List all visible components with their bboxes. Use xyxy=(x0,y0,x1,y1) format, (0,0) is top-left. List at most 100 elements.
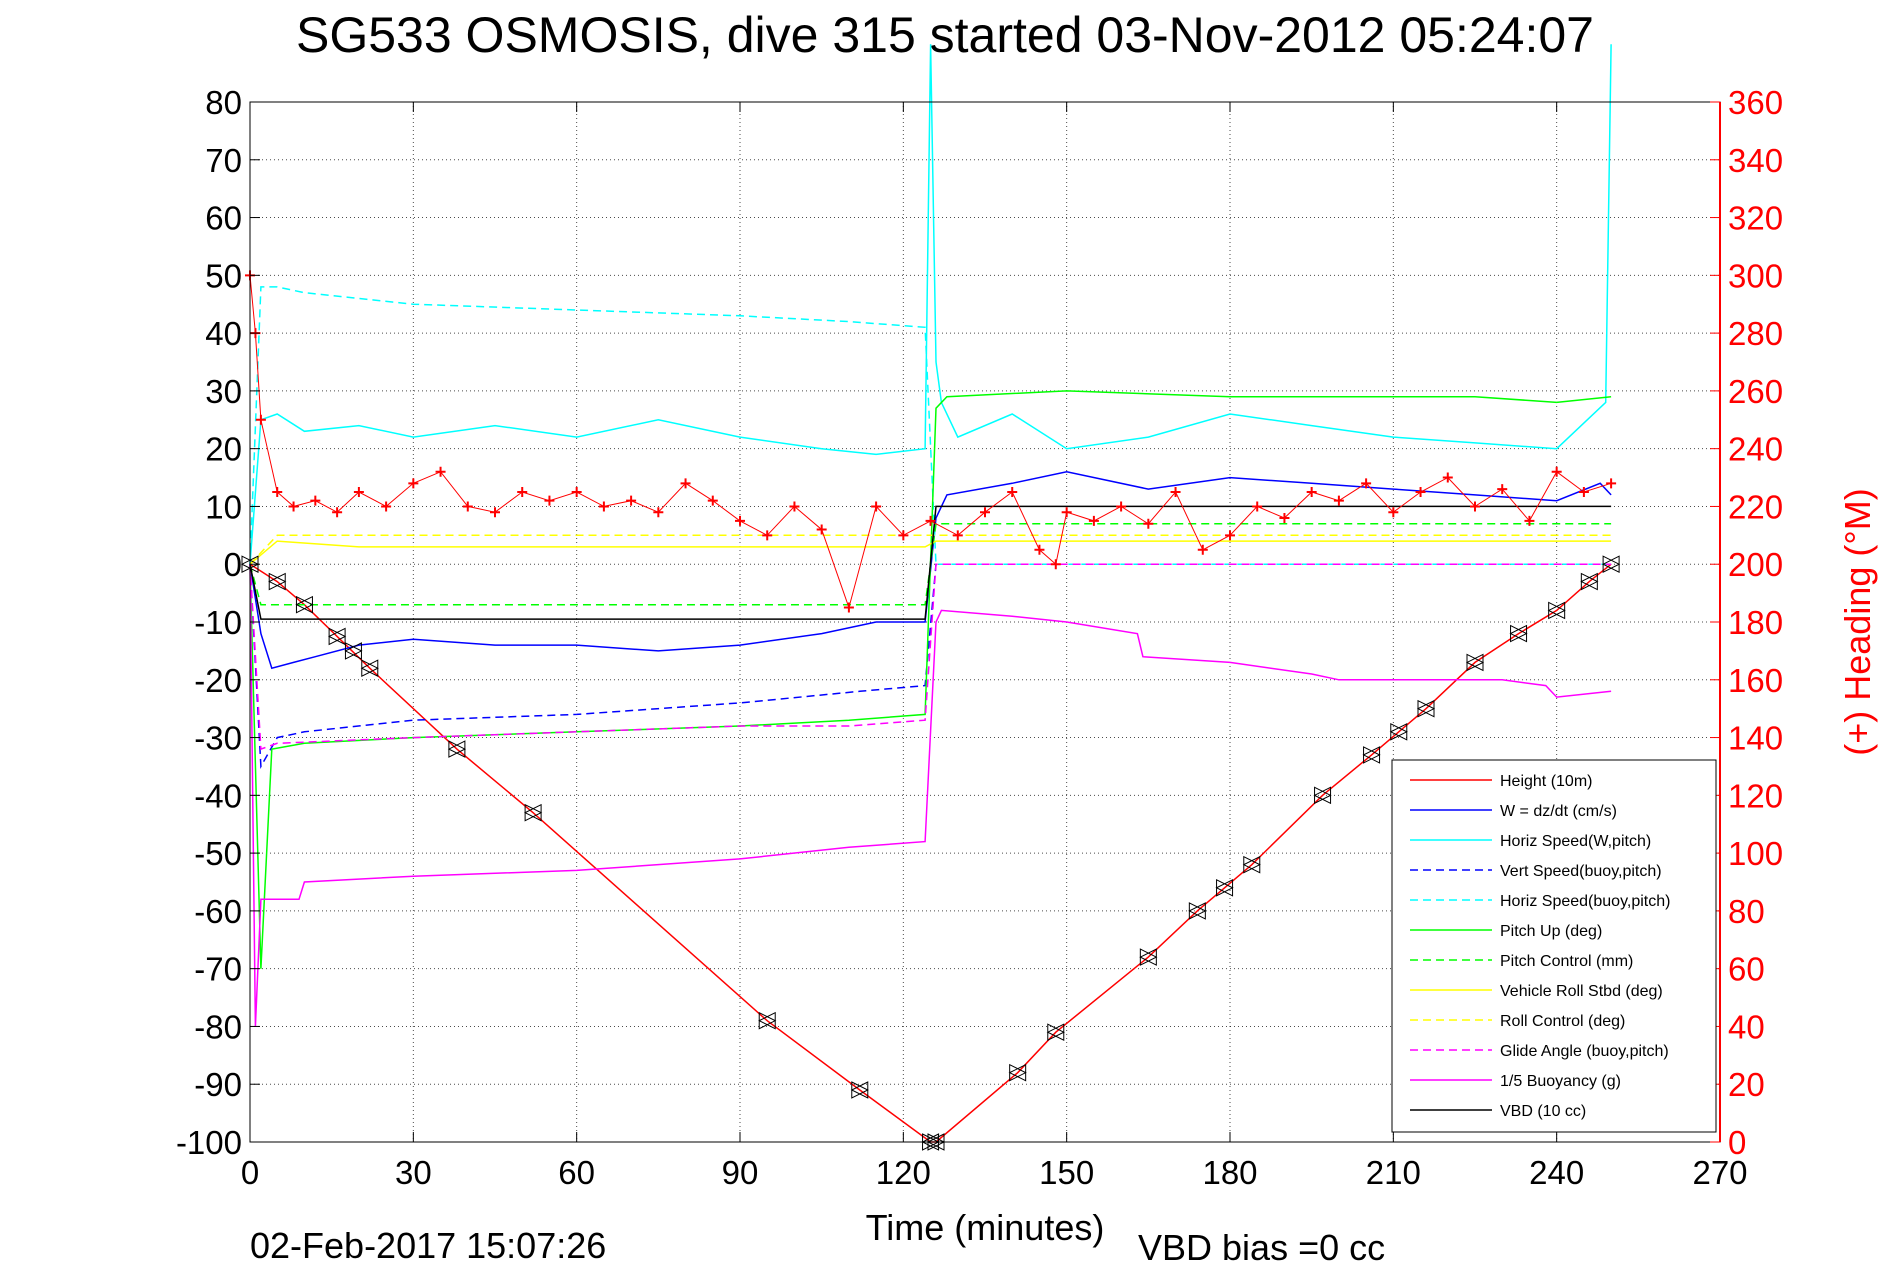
x-tick-label: 240 xyxy=(1529,1154,1584,1191)
legend-label: Vehicle Roll Stbd (deg) xyxy=(1500,983,1663,1000)
series-line-9 xyxy=(249,563,1612,751)
heading-point xyxy=(762,530,773,541)
heading-point xyxy=(1306,487,1317,497)
heading-point xyxy=(272,487,283,497)
heading-point xyxy=(571,487,582,497)
legend-box xyxy=(1391,759,1717,1133)
legend-label: Horiz Speed(buoy,pitch) xyxy=(1500,893,1670,910)
y2-tick-label: 300 xyxy=(1728,257,1783,294)
y-tick-label: 70 xyxy=(205,142,242,179)
heading-point xyxy=(598,501,609,512)
heading-point xyxy=(381,501,392,512)
x-tick-label: 30 xyxy=(395,1154,432,1191)
height-marker xyxy=(1580,572,1599,591)
heading-point xyxy=(408,478,419,489)
heading-point xyxy=(544,495,555,506)
heading-point xyxy=(1470,501,1480,512)
y-tick-label: 0 xyxy=(224,546,242,583)
height-marker xyxy=(1465,653,1485,672)
y-tick-label: -80 xyxy=(194,1008,242,1045)
y2-tick-label: 60 xyxy=(1728,951,1765,988)
heading-point xyxy=(435,466,446,477)
y-tick-label: 60 xyxy=(205,200,242,237)
legend-label: Roll Control (deg) xyxy=(1500,1013,1625,1030)
height-marker xyxy=(1389,722,1408,741)
heading-point xyxy=(1279,513,1290,523)
heading-point xyxy=(1116,501,1127,512)
series-line-11 xyxy=(249,505,1612,620)
timestamp-label: 02-Feb-2017 15:07:26 xyxy=(250,1225,606,1262)
heading-point xyxy=(462,501,473,512)
y-tick-label: -70 xyxy=(194,951,242,988)
legend-label: Height (10m) xyxy=(1500,773,1592,790)
series-line-3 xyxy=(249,563,1612,770)
legend-label: VBD (10 cc) xyxy=(1500,1103,1586,1120)
heading-point xyxy=(925,515,936,526)
y-tick-label: 20 xyxy=(205,431,242,468)
heading-point xyxy=(1524,515,1535,526)
heading-point xyxy=(1034,544,1045,555)
x-axis-label: Time (minutes) xyxy=(866,1207,1105,1248)
heading-point xyxy=(1252,501,1263,512)
legend-label: 1/5 Buoyancy (g) xyxy=(1500,1073,1621,1090)
height-marker xyxy=(268,572,287,591)
heading-point xyxy=(332,507,343,518)
legend-label: Pitch Control (mm) xyxy=(1500,953,1633,970)
height-marker xyxy=(758,1011,777,1030)
height-marker xyxy=(850,1081,869,1099)
y2-axis-label: (+) Heading (°M) xyxy=(1837,488,1878,755)
y-tick-label: 30 xyxy=(205,373,242,410)
x-tick-label: 270 xyxy=(1692,1154,1747,1191)
series-line-10 xyxy=(249,564,1612,1027)
heading-point xyxy=(1578,487,1589,497)
y2-tick-label: 120 xyxy=(1728,777,1783,814)
height-marker xyxy=(327,627,347,646)
y2-tick-label: 220 xyxy=(1728,488,1783,525)
chart-title: SG533 OSMOSIS, dive 315 started 03-Nov-2… xyxy=(296,7,1594,63)
y2-tick-label: 40 xyxy=(1728,1008,1765,1045)
height-marker xyxy=(1601,555,1621,574)
heading-point xyxy=(952,530,963,541)
y-tick-label: -90 xyxy=(194,1066,242,1103)
y2-tick-label: 200 xyxy=(1728,546,1783,583)
series-line-4 xyxy=(249,286,1612,565)
height-marker xyxy=(1313,786,1332,805)
vbd-bias-label: VBD bias =0 cc xyxy=(1138,1227,1385,1262)
heading-point xyxy=(1197,544,1208,555)
x-tick-label: 60 xyxy=(558,1154,595,1191)
y-tick-label: -40 xyxy=(194,777,242,814)
y2-tick-label: 20 xyxy=(1728,1066,1765,1103)
height-marker xyxy=(1215,878,1234,897)
height-marker xyxy=(295,595,314,614)
height-marker xyxy=(1139,948,1158,966)
heading-point xyxy=(1170,487,1181,497)
height-marker xyxy=(1188,902,1207,920)
heading-point xyxy=(1361,478,1372,489)
y2-tick-label: 0 xyxy=(1728,1124,1746,1161)
heading-point xyxy=(1497,484,1508,495)
height-marker xyxy=(1509,624,1528,643)
height-marker xyxy=(523,803,543,822)
heading-point xyxy=(789,501,800,512)
y2-tick-label: 180 xyxy=(1728,604,1783,641)
heading-point xyxy=(1333,495,1344,506)
heading-point xyxy=(816,524,827,535)
heading-point xyxy=(626,495,637,506)
heading-point xyxy=(735,515,745,526)
heading-point xyxy=(843,602,854,613)
legend-label: Pitch Up (deg) xyxy=(1500,923,1602,940)
series-line-8 xyxy=(249,534,1612,565)
heading-point xyxy=(1007,487,1018,497)
heading-point xyxy=(1143,518,1154,529)
y-tick-label: -20 xyxy=(194,662,242,699)
y-tick-label: -100 xyxy=(176,1124,242,1161)
heading-point xyxy=(255,414,266,425)
height-marker xyxy=(1547,601,1566,620)
legend-label: W = dz/dt (cm/s) xyxy=(1500,803,1617,820)
legend-label: Vert Speed(buoy,pitch) xyxy=(1500,863,1662,880)
y2-tick-label: 320 xyxy=(1728,200,1783,237)
x-tick-label: 180 xyxy=(1202,1154,1257,1191)
heading-point xyxy=(1551,466,1562,477)
height-marker xyxy=(344,642,363,660)
legend: Height (10m) W = dz/dt (cm/s) Horiz Speed(… xyxy=(1391,759,1717,1133)
